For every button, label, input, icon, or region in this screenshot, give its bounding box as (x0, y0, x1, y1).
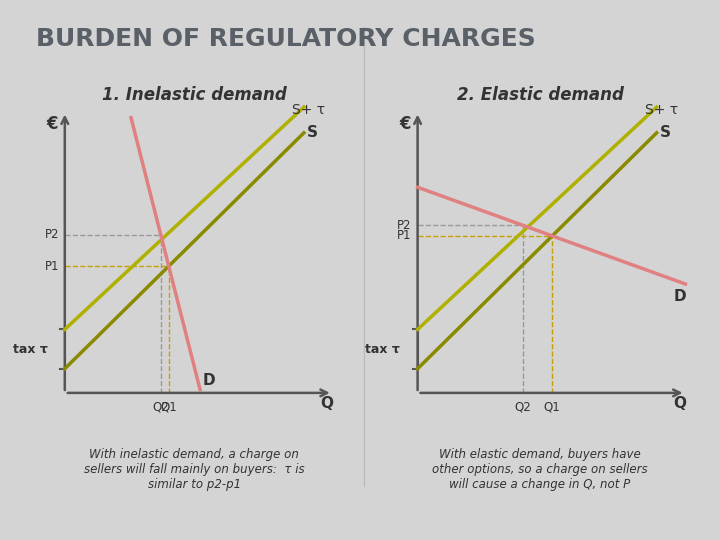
Text: Q1: Q1 (544, 401, 561, 414)
Text: S: S (660, 125, 670, 140)
Text: Q2: Q2 (515, 401, 531, 414)
Text: €: € (399, 115, 410, 133)
Text: tax τ: tax τ (366, 342, 400, 355)
Text: With inelastic demand, a charge on
sellers will fall mainly on buyers:  τ is
sim: With inelastic demand, a charge on selle… (84, 448, 305, 491)
Text: P1: P1 (397, 230, 412, 242)
Text: S+ τ: S+ τ (292, 103, 325, 117)
Text: With elastic demand, buyers have
other options, so a charge on sellers
will caus: With elastic demand, buyers have other o… (432, 448, 648, 491)
Text: D: D (674, 289, 687, 303)
Text: Q1: Q1 (161, 401, 177, 414)
Text: 1. Inelastic demand: 1. Inelastic demand (102, 86, 287, 104)
Text: BURDEN OF REGULATORY CHARGES: BURDEN OF REGULATORY CHARGES (36, 27, 536, 51)
Text: S: S (307, 125, 318, 140)
Text: P1: P1 (45, 260, 59, 273)
Text: Q: Q (673, 396, 686, 411)
Text: tax τ: tax τ (13, 342, 48, 355)
Text: €: € (46, 115, 58, 133)
Text: Q: Q (320, 396, 333, 411)
Text: P2: P2 (45, 228, 59, 241)
Text: S+ τ: S+ τ (645, 103, 678, 117)
Text: 2. Elastic demand: 2. Elastic demand (456, 86, 624, 104)
Text: D: D (203, 373, 216, 388)
Text: Q2: Q2 (153, 401, 169, 414)
Text: P2: P2 (397, 219, 412, 232)
